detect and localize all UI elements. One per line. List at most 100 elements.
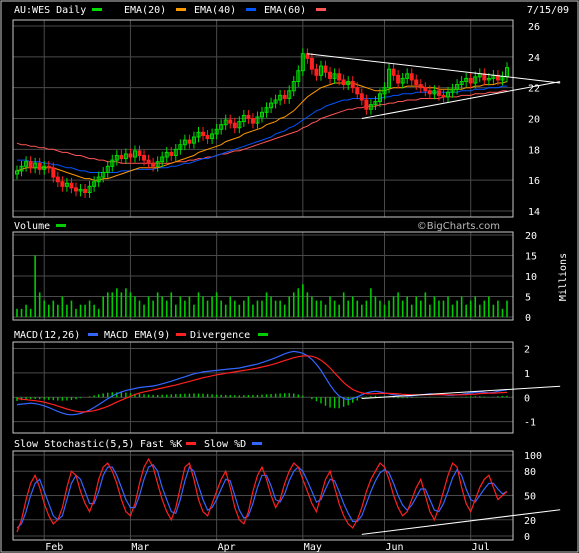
price-candle-body bbox=[182, 139, 187, 146]
price-candle-body bbox=[341, 79, 346, 86]
price-candle-body bbox=[382, 87, 387, 95]
price-candle-body bbox=[409, 73, 414, 81]
price-candle-body bbox=[64, 182, 69, 187]
price-candle-body bbox=[101, 171, 106, 178]
price-candle-body bbox=[391, 68, 396, 76]
price-legend-swatch bbox=[92, 8, 102, 11]
price-candle-body bbox=[350, 81, 355, 89]
price-tick-label: 26 bbox=[528, 22, 540, 33]
price-candle-body bbox=[246, 114, 251, 119]
stochastic-fast-k-line bbox=[16, 457, 508, 533]
volume-tick-label: 5 bbox=[525, 293, 531, 304]
macd-tick-label: 0 bbox=[524, 393, 530, 404]
price-candle-body bbox=[232, 122, 237, 129]
price-candle-body bbox=[87, 185, 92, 193]
price-candle-body bbox=[228, 119, 233, 124]
price-candle-body bbox=[164, 151, 169, 158]
price-candle-body bbox=[305, 53, 310, 59]
price-candle-body bbox=[468, 77, 473, 84]
price-candle-body bbox=[191, 136, 196, 144]
price-candle-body bbox=[146, 159, 151, 164]
macd-legend-label: MACD EMA(9) bbox=[104, 330, 170, 341]
x-axis-month-label: Jul bbox=[472, 542, 490, 553]
price-candle-body bbox=[423, 87, 428, 92]
macd-legend-swatch bbox=[258, 333, 268, 336]
price-candle-body bbox=[201, 131, 206, 136]
macd-signal-line bbox=[16, 355, 508, 413]
stochastic-tick-label: 50 bbox=[524, 492, 536, 503]
price-candle-body bbox=[296, 70, 301, 83]
price-tick-label: 20 bbox=[528, 115, 540, 126]
price-legend-label: EMA(20) bbox=[124, 5, 166, 16]
price-candle-body bbox=[486, 77, 491, 81]
x-axis-month-label: Mar bbox=[131, 542, 149, 553]
price-candle-body bbox=[427, 90, 432, 95]
volume-tick-label: 20 bbox=[525, 231, 537, 242]
price-candle-body bbox=[169, 151, 174, 157]
price-candle-body bbox=[114, 155, 119, 161]
x-axis-month-label: Jun bbox=[385, 542, 403, 553]
price-candle-body bbox=[237, 121, 242, 129]
price-candle-body bbox=[160, 156, 165, 163]
price-panel-frame bbox=[12, 19, 514, 218]
price-candle-body bbox=[309, 57, 314, 70]
price-candle-body bbox=[28, 161, 33, 169]
price-candle-body bbox=[387, 68, 392, 89]
price-candle-body bbox=[500, 76, 505, 81]
price-candle-body bbox=[51, 167, 56, 178]
price-candle-body bbox=[318, 65, 323, 76]
price-candle-body bbox=[55, 176, 60, 183]
price-candle-body bbox=[196, 131, 201, 138]
macd-trendline bbox=[361, 385, 561, 399]
price-candle-body bbox=[414, 79, 419, 86]
price-candle-body bbox=[83, 188, 88, 194]
price-candle-body bbox=[187, 139, 192, 144]
x-axis-month-label: Apr bbox=[218, 542, 236, 553]
price-candle-body bbox=[282, 94, 287, 99]
price-candle-body bbox=[446, 91, 451, 98]
price-candle-body bbox=[273, 99, 278, 104]
price-candle-body bbox=[42, 165, 47, 170]
price-candle-body bbox=[364, 99, 369, 110]
price-candle-body bbox=[400, 77, 405, 84]
price-candle-body bbox=[418, 84, 423, 89]
price-candle-body bbox=[255, 116, 260, 124]
price-candle-body bbox=[78, 188, 83, 192]
price-candle-body bbox=[436, 90, 441, 96]
stochastic-tick-label: 100 bbox=[524, 451, 542, 462]
price-candle-body bbox=[396, 74, 401, 84]
price-candle-body bbox=[33, 162, 38, 169]
price-candle-body bbox=[346, 81, 351, 86]
price-candle-body bbox=[123, 153, 128, 160]
price-candle-body bbox=[405, 73, 410, 79]
price-candle-body bbox=[377, 93, 382, 103]
macd-tick-label: 2 bbox=[524, 344, 530, 355]
ema20-line bbox=[16, 81, 508, 181]
price-candle-body bbox=[214, 128, 219, 135]
price-candle-body bbox=[323, 65, 328, 73]
price-trendline bbox=[307, 53, 561, 84]
price-candle-body bbox=[137, 150, 142, 156]
price-candle-body bbox=[24, 161, 29, 167]
price-candle-body bbox=[46, 165, 51, 169]
price-candle-body bbox=[260, 111, 264, 118]
price-candle-body bbox=[60, 181, 65, 187]
price-candle-body bbox=[155, 161, 160, 167]
stochastic-slow-d-line bbox=[16, 463, 508, 529]
ema40-line bbox=[17, 85, 507, 173]
price-legend-swatch bbox=[176, 8, 186, 11]
date-label: 7/15/09 bbox=[527, 5, 569, 16]
price-candle-body bbox=[96, 176, 101, 183]
price-candle-body bbox=[287, 90, 292, 99]
price-title: AU:WES Daily bbox=[14, 5, 86, 16]
price-candle-body bbox=[337, 73, 342, 81]
price-candle-body bbox=[368, 104, 373, 110]
macd-tick-label: 1 bbox=[524, 369, 530, 380]
volume-tick-label: 10 bbox=[525, 272, 537, 283]
price-candle-body bbox=[142, 155, 147, 161]
stochastic-trendline bbox=[361, 509, 561, 535]
price-candle-body bbox=[464, 77, 469, 82]
